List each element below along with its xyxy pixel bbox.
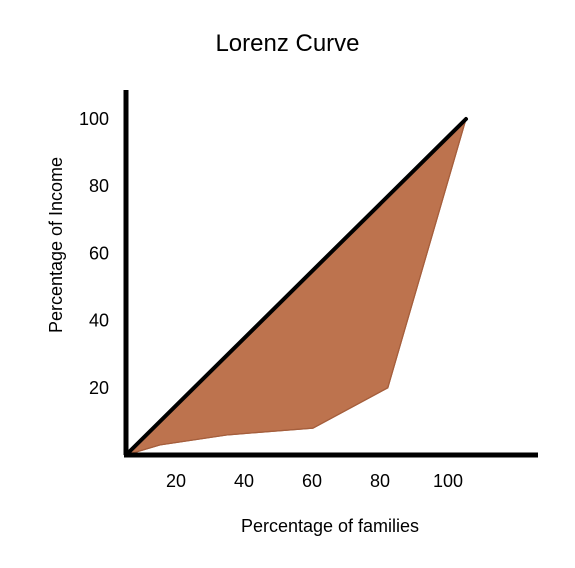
y-tick-label: 60 (89, 243, 109, 263)
x-tick-label: 20 (166, 471, 186, 491)
equality-line (124, 117, 468, 457)
lorenz-curve-line (125, 118, 467, 456)
y-axis-label: Percentage of Income (46, 157, 66, 333)
y-tick-label: 100 (79, 109, 109, 129)
chart-title: Lorenz Curve (215, 30, 360, 57)
x-tick-label: 40 (234, 471, 254, 491)
x-tick-label: 80 (370, 471, 390, 491)
x-axis-label: Percentage of families (241, 516, 419, 536)
y-tick-label: 20 (89, 378, 109, 398)
x-tick-label: 100 (433, 471, 463, 491)
x-tick-label: 60 (302, 471, 322, 491)
y-tick-label: 40 (89, 311, 109, 331)
y-tick-label: 80 (89, 176, 109, 196)
